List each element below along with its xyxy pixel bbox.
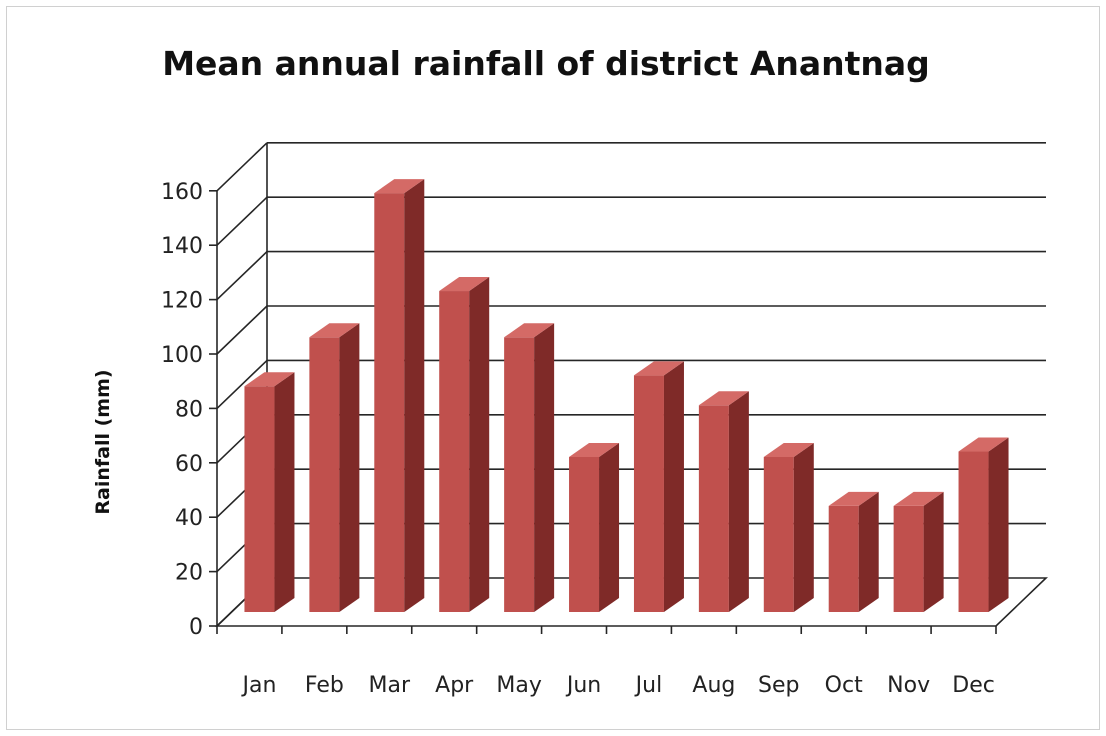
- bar-side: [728, 391, 749, 612]
- bar-sep: [763, 442, 814, 612]
- bar-top: [958, 437, 1009, 452]
- bar-front: [569, 456, 600, 612]
- bar-mar: [374, 179, 425, 612]
- x-tick-label: Jun: [565, 673, 601, 698]
- bar-side: [988, 437, 1009, 612]
- bar-jun: [569, 442, 620, 612]
- gridline-side: [216, 251, 268, 301]
- bar-side: [793, 442, 814, 612]
- bar-side: [599, 442, 620, 612]
- bar-top: [309, 323, 360, 338]
- y-tick-label: 20: [175, 561, 203, 586]
- bar-jul: [633, 361, 684, 612]
- bar-may: [504, 323, 555, 612]
- bar-aug: [698, 391, 749, 612]
- bar-front: [244, 386, 275, 612]
- bar-front: [763, 456, 794, 612]
- bar-top: [374, 179, 425, 194]
- bar-top: [439, 277, 490, 292]
- bar-front: [893, 505, 924, 612]
- x-tick-layer: Jan Feb Mar Apr May Jun Jul Aug Sep Oct Nov Dec: [240, 673, 994, 698]
- bar-front: [958, 451, 989, 612]
- bar-top: [763, 442, 814, 457]
- x-tick-label: Nov: [887, 673, 930, 698]
- bar-apr: [439, 277, 490, 612]
- bar-side: [339, 323, 360, 612]
- y-tick-layer: 0 20 40 60 80 100 120 140 160: [161, 180, 203, 640]
- y-tick-label: 60: [175, 452, 203, 477]
- bar-front: [828, 505, 859, 612]
- bar-dec: [958, 437, 1009, 612]
- bar-top: [633, 361, 684, 376]
- y-tick-label: 0: [189, 615, 203, 640]
- bar-top: [893, 491, 944, 506]
- gridline-side: [216, 196, 268, 246]
- bar-nov: [893, 491, 944, 612]
- bar-side: [469, 277, 490, 612]
- bar-top: [244, 372, 295, 387]
- x-tick-label: Aug: [692, 673, 735, 698]
- x-tick-label: Dec: [952, 673, 995, 698]
- bar-side: [534, 323, 555, 612]
- y-tick-label: 120: [161, 289, 203, 314]
- x-tick-label: Oct: [825, 673, 863, 698]
- bar-top: [828, 491, 879, 506]
- y-tick-label: 140: [161, 234, 203, 259]
- bar-layer: [244, 179, 1009, 612]
- y-tick-label: 100: [161, 343, 203, 368]
- bar-jan: [244, 372, 295, 612]
- x-tick-label: Jan: [240, 673, 276, 698]
- bar-side: [274, 372, 295, 612]
- x-tick-label: Feb: [305, 673, 344, 698]
- gridline-side: [216, 305, 268, 355]
- gridline-side: [216, 359, 268, 409]
- y-tick-label: 40: [175, 506, 203, 531]
- bar-front: [374, 193, 405, 612]
- y-tick-label: 80: [175, 397, 203, 422]
- x-tick-label: Apr: [435, 673, 474, 698]
- bar-side: [404, 179, 425, 612]
- y-tick-label: 160: [161, 180, 203, 205]
- bar-top: [698, 391, 749, 406]
- bar-feb: [309, 323, 360, 612]
- bar-front: [698, 405, 729, 612]
- bar-top: [569, 442, 620, 457]
- x-tick-label: May: [496, 673, 541, 698]
- bar-top: [504, 323, 555, 338]
- x-tick-label: Sep: [758, 673, 799, 698]
- bar-front: [439, 291, 470, 612]
- gridline-side: [216, 142, 268, 192]
- bar-side: [858, 491, 879, 612]
- chart-title: Mean annual rainfall of district Anantna…: [162, 44, 930, 83]
- bar-side: [663, 361, 684, 612]
- x-tick-label: Mar: [369, 673, 411, 698]
- x-tick-label: Jul: [634, 673, 663, 698]
- bar-front: [309, 337, 340, 612]
- bar-oct: [828, 491, 879, 612]
- bar-side: [923, 491, 944, 612]
- bar-front: [504, 337, 535, 612]
- bar-front: [633, 375, 664, 612]
